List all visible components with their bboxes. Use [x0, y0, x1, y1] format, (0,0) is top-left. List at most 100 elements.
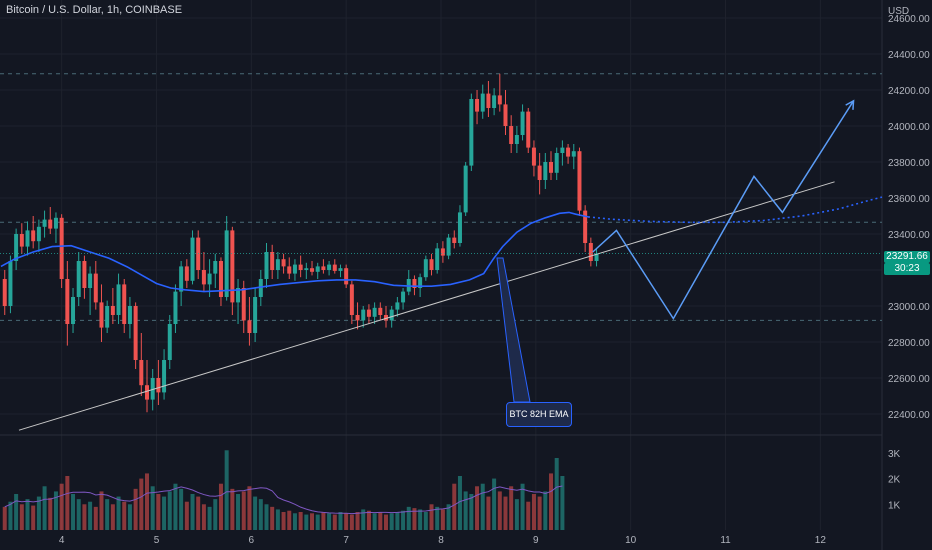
volume-bar	[190, 494, 195, 530]
candle-body	[19, 234, 24, 247]
time-axis-tick: 7	[343, 535, 349, 546]
candle-body	[537, 165, 542, 180]
candle-body	[281, 259, 286, 267]
candle-body	[298, 264, 303, 270]
candle-body	[560, 147, 565, 153]
candle-body	[110, 306, 115, 315]
candle-body	[241, 288, 246, 321]
volume-bar	[258, 499, 263, 530]
volume-bar	[287, 510, 292, 530]
candle-body	[366, 309, 371, 317]
candle-body	[543, 162, 548, 180]
volume-bar	[65, 476, 70, 530]
volume-bar	[224, 450, 229, 530]
projection-arrowhead	[845, 99, 855, 110]
volume-bar	[355, 512, 360, 530]
candle-body	[133, 306, 138, 360]
candle-body	[65, 279, 70, 324]
candle-body	[258, 279, 263, 297]
candle-body	[389, 309, 394, 321]
volume-bar	[406, 506, 411, 530]
volume-bar	[247, 486, 252, 530]
candle-body	[531, 147, 536, 166]
price-axis-tick: 23600.00	[888, 194, 930, 205]
volume-bar	[133, 488, 138, 530]
volume-bar	[543, 491, 548, 530]
candle-body	[236, 288, 241, 303]
volume-bar	[2, 506, 7, 530]
volume-bar	[36, 496, 41, 530]
volume-bar	[412, 508, 417, 530]
candle-body	[48, 219, 53, 229]
volume-pane	[2, 450, 565, 530]
candle-body	[588, 243, 593, 261]
volume-bar	[378, 512, 383, 530]
volume-bar	[423, 512, 428, 530]
price-axis-tick: 23800.00	[888, 158, 930, 169]
candle-body	[344, 268, 349, 285]
volume-bar	[93, 506, 98, 530]
candle-body	[503, 104, 508, 126]
volume-bar	[418, 509, 423, 530]
candle-body	[88, 273, 93, 288]
candle-body	[247, 320, 252, 333]
volume-bar	[383, 514, 388, 530]
volume-bar	[560, 476, 565, 530]
candle-body	[475, 99, 480, 112]
volume-bar	[310, 513, 315, 530]
candle-body	[446, 237, 451, 256]
candle-body	[497, 95, 502, 105]
candle-body	[270, 252, 275, 270]
volume-bar	[554, 458, 559, 530]
candle-body	[292, 264, 297, 274]
candle-body	[42, 219, 47, 227]
candle-body	[401, 291, 406, 303]
candle-body	[167, 324, 172, 360]
time-axis-tick: 11	[720, 535, 731, 546]
volume-bar	[275, 509, 280, 530]
volume-bar	[173, 483, 178, 530]
price-axis-tick: 22800.00	[888, 338, 930, 349]
volume-bar	[127, 504, 132, 530]
price-axis-currency: USD	[888, 6, 909, 17]
volume-bar	[401, 510, 406, 530]
candle-body	[549, 162, 554, 173]
volume-bar	[549, 473, 554, 530]
volume-bar	[480, 483, 485, 530]
candle-body	[327, 264, 332, 270]
candle-body	[594, 253, 599, 261]
ema-annotation-label[interactable]: BTC 82H EMA	[506, 402, 572, 427]
candle-body	[418, 277, 423, 288]
volume-bar	[321, 512, 326, 530]
chart-grid	[0, 0, 883, 550]
candle-body	[25, 230, 30, 247]
candle-body	[213, 261, 218, 274]
candle-body	[355, 315, 360, 321]
volume-bar	[82, 504, 87, 530]
volume-bar	[213, 499, 218, 530]
candle-body	[139, 360, 144, 386]
candle-body	[304, 268, 309, 270]
candle-body	[554, 153, 559, 173]
ema-82h-line	[0, 211, 589, 293]
candle-body	[332, 264, 337, 271]
volume-bar	[492, 478, 497, 530]
candle-body	[162, 360, 167, 393]
candle-body	[53, 217, 58, 229]
candle-body	[372, 307, 377, 317]
price-axis-tick: 22400.00	[888, 410, 930, 421]
candle-body	[31, 230, 36, 242]
volume-bar	[122, 501, 127, 530]
price-axis-tick: 23400.00	[888, 230, 930, 241]
volume-bar	[338, 512, 343, 530]
time-axis[interactable]: 4 5 6 7 8 9 10 11 12	[59, 535, 826, 546]
volume-bar	[99, 491, 104, 530]
candle-body	[509, 126, 514, 144]
volume-bar	[475, 486, 480, 530]
candle-body	[145, 385, 149, 400]
bar-countdown: 30:23	[884, 263, 930, 275]
candle-body	[179, 266, 184, 292]
time-axis-tick: 10	[625, 535, 637, 546]
